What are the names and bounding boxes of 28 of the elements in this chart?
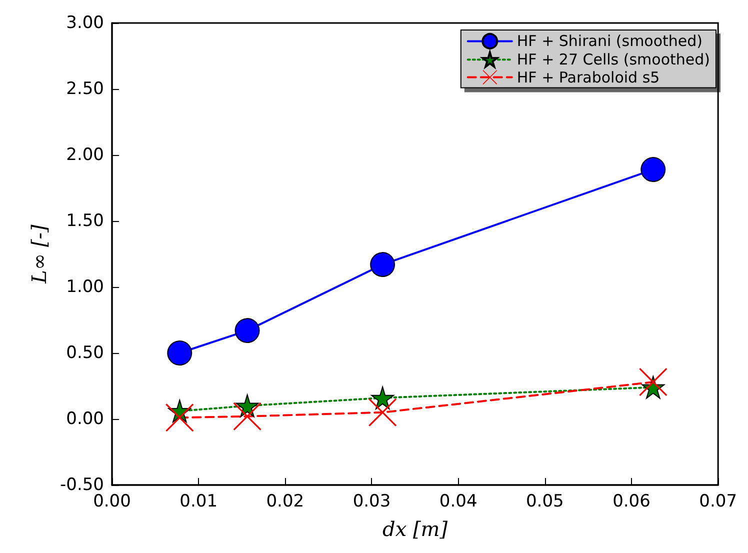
point <box>233 402 262 430</box>
x-tick-label: 0.05 <box>526 492 564 512</box>
x-axis-title: dx [m] <box>382 517 448 541</box>
point <box>639 368 668 396</box>
x-tick-label: 0.06 <box>612 492 650 512</box>
y-tick-label: 0.00 <box>66 409 104 429</box>
legend-label: HF + Shirani (smoothed) <box>516 32 703 50</box>
x-tick-label: 0.02 <box>266 492 304 512</box>
y-tick-label: 1.00 <box>66 277 104 297</box>
legend-label: HF + 27 Cells (smoothed) <box>516 50 710 69</box>
x-tick-label: 0.04 <box>439 492 478 512</box>
point <box>640 157 666 182</box>
y-axis-title: L∞ [-] <box>27 224 52 284</box>
point <box>370 252 396 278</box>
point <box>234 318 260 344</box>
point <box>371 386 394 410</box>
point <box>167 340 192 366</box>
y-tick-label: 2.50 <box>66 79 104 99</box>
x-tick-label: 0.03 <box>352 492 391 512</box>
y-tick-label: 1.50 <box>66 211 104 231</box>
point <box>368 398 397 426</box>
y-tick-label: 0.50 <box>66 343 104 363</box>
legend-label: HF + Paraboloid s5 <box>516 68 660 86</box>
point <box>166 404 194 432</box>
y-tick-label: 2.00 <box>66 145 104 165</box>
x-tick-label: 0.07 <box>699 492 738 512</box>
x-tick-label: 0.01 <box>180 492 218 512</box>
y-tick-label: 3.00 <box>66 13 104 33</box>
